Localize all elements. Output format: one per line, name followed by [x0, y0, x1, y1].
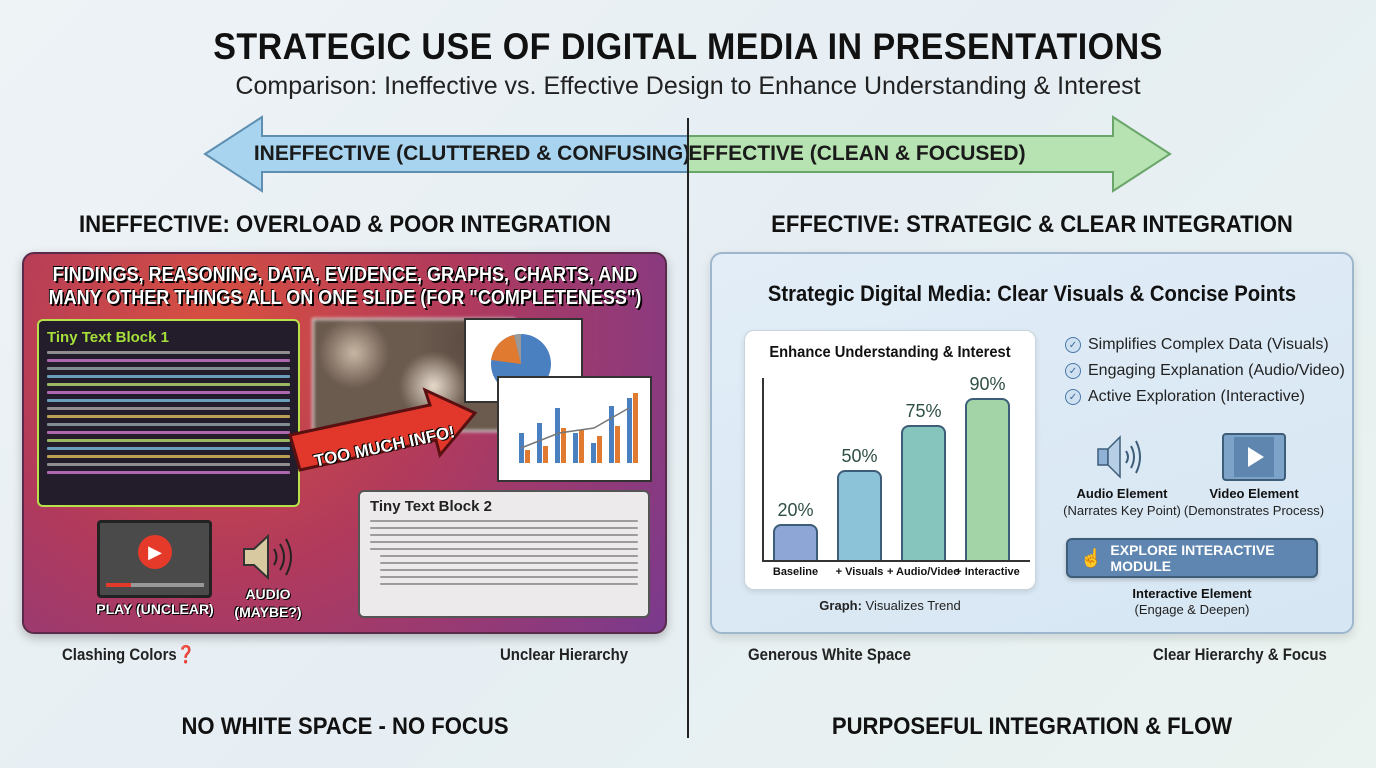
clashing-colors-note: Clashing Colors❓ [62, 645, 196, 664]
ineffective-heading: INEFFECTIVE: OVERLOAD & POOR INTEGRATION [79, 211, 611, 238]
checklist-item: ✓ Simplifies Complex Data (Visuals) [1065, 336, 1345, 354]
x-tick-label: + Interactive [955, 566, 1020, 578]
bar-chart-thumbnail [497, 376, 652, 482]
x-tick-label: Baseline [772, 566, 819, 578]
bar-value-label: 75% [905, 401, 942, 421]
hand-pointer-icon: ☝ [1080, 547, 1103, 568]
ineffective-footer: NO WHITE SPACE - NO FOCUS [181, 713, 509, 740]
audio-label-maybe: (MAYBE?) [234, 604, 302, 620]
checklist-text: Active Exploration (Interactive) [1088, 388, 1305, 405]
play-icon[interactable]: ▶ [138, 535, 172, 569]
chart-bar-1 [837, 470, 882, 560]
video-player[interactable]: ▶ [97, 520, 212, 598]
bar-value-label: 50% [841, 446, 878, 466]
page-subtitle: Comparison: Ineffective vs. Effective De… [235, 72, 1141, 100]
too-much-info-arrow [288, 387, 478, 472]
video-label: PLAY (UNCLEAR) [96, 601, 214, 617]
explore-interactive-module-button[interactable]: ☝ EXPLORE INTERACTIVE MODULE [1066, 538, 1318, 578]
graph-caption: Graph: Visualizes Trend [819, 598, 960, 613]
video-element-title: Video Element [1209, 486, 1299, 501]
video-element-sub: (Demonstrates Process) [1183, 503, 1325, 518]
generous-white-space-note: Generous White Space [748, 645, 911, 664]
benefits-checklist: ✓ Simplifies Complex Data (Visuals) ✓ Enga… [1065, 336, 1345, 406]
checklist-item: ✓ Engaging Explanation (Audio/Video) [1065, 362, 1345, 380]
y-axis [762, 378, 764, 561]
speaker-icon [243, 533, 292, 581]
bar-chart-icon [519, 393, 638, 463]
check-circle-icon: ✓ [1065, 363, 1081, 379]
graph-caption-text: Visualizes Trend [861, 598, 961, 613]
audio-element-title: Audio Element [1076, 486, 1168, 501]
divider [687, 118, 689, 738]
checklist-text: Engaging Explanation (Audio/Video) [1088, 362, 1345, 379]
effective-footer: PURPOSEFUL INTEGRATION & FLOW [831, 713, 1233, 740]
effective-slide-title: Strategic Digital Media: Clear Visuals &… [767, 281, 1297, 306]
checklist-text: Simplifies Complex Data (Visuals) [1088, 336, 1329, 353]
chart-title: Enhance Understanding & Interest [769, 344, 1011, 361]
clear-hierarchy-note: Clear Hierarchy & Focus [1153, 645, 1327, 664]
page-title: STRATEGIC USE OF DIGITAL MEDIA IN PRESEN… [213, 26, 1163, 67]
interactive-element-title: Interactive Element [1132, 586, 1252, 601]
audio-element-sub: (Narrates Key Point) [1063, 503, 1181, 518]
cluttered-slide-title-1: FINDINGS, REASONING, DATA, EVIDENCE, GRA… [52, 264, 638, 286]
chart-bar-3 [965, 398, 1010, 560]
cluttered-slide-title-2: MANY OTHER THINGS ALL ON ONE SLIDE (FOR … [48, 287, 642, 309]
chart-bar-0 [773, 524, 818, 560]
ineffective-arrow-label: INEFFECTIVE (CLUTTERED & CONFUSING) [253, 142, 691, 165]
interactive-element-sub: (Engage & Deepen) [1134, 602, 1250, 617]
graph-caption-bold: Graph: [819, 598, 862, 613]
x-axis [762, 560, 1030, 562]
x-tick-label: + Visuals [835, 566, 884, 578]
unclear-hierarchy-note: Unclear Hierarchy [500, 645, 629, 664]
button-label: EXPLORE INTERACTIVE MODULE [1110, 542, 1275, 574]
illegible-text [47, 351, 290, 474]
video-film-icon[interactable] [1222, 433, 1286, 481]
effective-heading: EFFECTIVE: STRATEGIC & CLEAR INTEGRATION [771, 211, 1293, 238]
video-progress[interactable] [106, 583, 204, 587]
bar-value-label: 20% [777, 500, 814, 520]
text-block-2-title: Tiny Text Block 2 [370, 498, 492, 515]
check-circle-icon: ✓ [1065, 389, 1081, 405]
audio-speaker-icon[interactable] [1096, 434, 1148, 480]
illegible-text [370, 520, 638, 585]
x-tick-label: + Audio/Video [886, 566, 961, 578]
tiny-text-block-1: Tiny Text Block 1 [37, 319, 300, 507]
check-circle-icon: ✓ [1065, 337, 1081, 353]
bar-value-label: 90% [969, 374, 1006, 394]
tiny-text-block-2: Tiny Text Block 2 [358, 490, 650, 618]
text-block-1-title: Tiny Text Block 1 [47, 329, 169, 346]
checklist-item: ✓ Active Exploration (Interactive) [1065, 388, 1345, 406]
effective-arrow-label: EFFECTIVE (CLEAN & FOCUSED) [688, 142, 1026, 165]
chart-bar-2 [901, 425, 946, 560]
audio-label: AUDIO [245, 586, 291, 602]
